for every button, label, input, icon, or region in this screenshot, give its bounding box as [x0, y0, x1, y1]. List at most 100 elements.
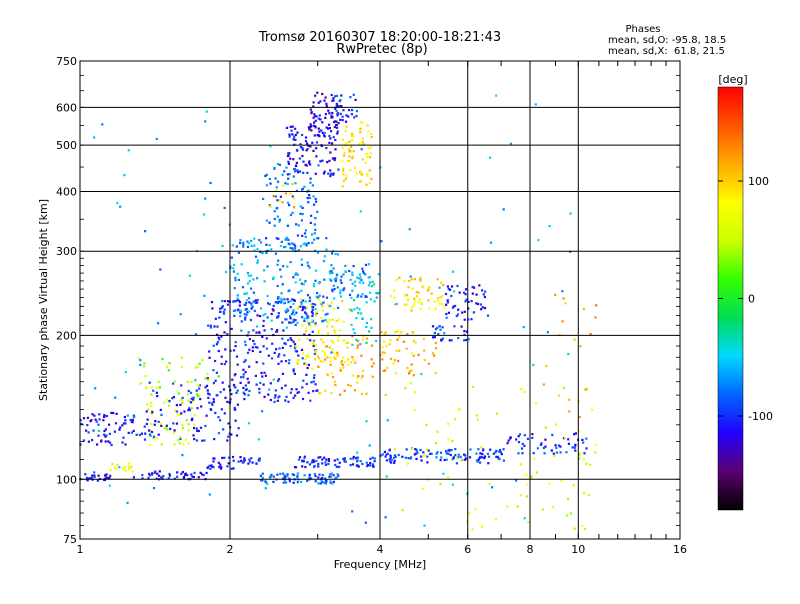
data-point — [124, 469, 127, 472]
data-point — [489, 156, 492, 159]
data-point — [284, 384, 287, 387]
data-point — [357, 339, 360, 343]
data-point — [324, 358, 327, 361]
data-point — [458, 291, 461, 294]
data-point — [339, 118, 342, 121]
data-point — [243, 393, 246, 396]
data-point — [338, 465, 341, 468]
data-point — [312, 285, 316, 288]
data-point — [430, 292, 433, 295]
data-point — [190, 418, 193, 422]
data-point — [319, 456, 322, 459]
data-point — [288, 133, 291, 136]
colorbar-tick-label: 100 — [748, 175, 769, 188]
data-point — [331, 252, 334, 255]
data-point — [463, 291, 466, 294]
data-point — [314, 172, 317, 175]
y-tick-label: 600 — [56, 101, 77, 114]
data-point — [500, 453, 503, 456]
data-point — [313, 340, 316, 343]
data-point — [368, 291, 372, 294]
data-point — [218, 338, 221, 341]
data-point — [410, 363, 413, 366]
data-point — [87, 431, 90, 434]
data-point — [186, 380, 189, 383]
data-point — [315, 459, 318, 462]
data-point — [419, 279, 422, 282]
data-point — [358, 273, 362, 276]
data-point — [573, 446, 576, 449]
data-point — [339, 295, 343, 298]
data-point — [249, 287, 253, 290]
data-point — [464, 288, 468, 291]
data-point — [245, 299, 249, 302]
data-point — [330, 372, 333, 375]
data-point — [365, 301, 368, 304]
data-point — [114, 422, 118, 425]
data-point — [355, 110, 358, 113]
data-point — [86, 424, 89, 427]
data-point — [447, 311, 450, 314]
data-point — [304, 330, 308, 333]
data-point — [122, 467, 125, 470]
data-point — [233, 406, 236, 409]
data-point — [307, 363, 310, 366]
data-point — [313, 203, 316, 206]
data-point — [261, 251, 264, 255]
data-point — [370, 135, 373, 139]
data-point — [155, 386, 158, 389]
data-point — [368, 169, 371, 172]
data-point — [192, 475, 195, 479]
data-point — [326, 332, 330, 335]
data-point — [343, 154, 346, 157]
data-point — [423, 453, 426, 456]
data-point — [559, 445, 562, 448]
data-point — [492, 452, 495, 455]
data-point — [250, 239, 253, 243]
data-point — [237, 309, 240, 312]
data-point — [316, 91, 319, 94]
data-point — [86, 416, 89, 419]
data-point — [551, 433, 554, 437]
data-point — [284, 245, 287, 249]
data-point — [474, 508, 477, 511]
data-point — [509, 142, 513, 145]
data-point — [240, 309, 243, 312]
data-point — [284, 238, 287, 241]
data-point — [479, 303, 482, 306]
data-point — [272, 195, 275, 198]
data-point — [188, 407, 191, 410]
data-point — [335, 274, 339, 277]
data-point — [173, 380, 176, 383]
data-point — [121, 441, 124, 444]
data-point — [305, 244, 308, 247]
stats-line-o: mean, sd,O: -95.8, 18.5 — [608, 35, 726, 46]
data-point — [157, 322, 160, 325]
data-point — [350, 308, 353, 312]
data-point — [562, 437, 566, 440]
data-point — [567, 497, 570, 501]
data-point — [323, 255, 327, 258]
data-point — [152, 389, 155, 392]
data-point — [287, 362, 291, 365]
data-point — [436, 430, 439, 433]
data-point — [565, 514, 569, 517]
data-point — [265, 347, 268, 350]
data-point — [358, 281, 361, 284]
data-point — [196, 366, 199, 369]
data-point — [344, 177, 347, 180]
data-point — [450, 294, 453, 298]
data-point — [283, 476, 286, 479]
data-point — [294, 350, 297, 353]
data-point — [409, 382, 412, 385]
data-point — [425, 423, 428, 426]
data-point — [112, 411, 115, 415]
data-point — [368, 444, 371, 447]
data-point — [292, 370, 295, 373]
data-point — [439, 459, 442, 462]
data-point — [325, 126, 328, 129]
data-point — [345, 341, 348, 345]
data-point — [232, 309, 235, 312]
data-point — [342, 173, 345, 176]
data-point — [250, 457, 253, 460]
